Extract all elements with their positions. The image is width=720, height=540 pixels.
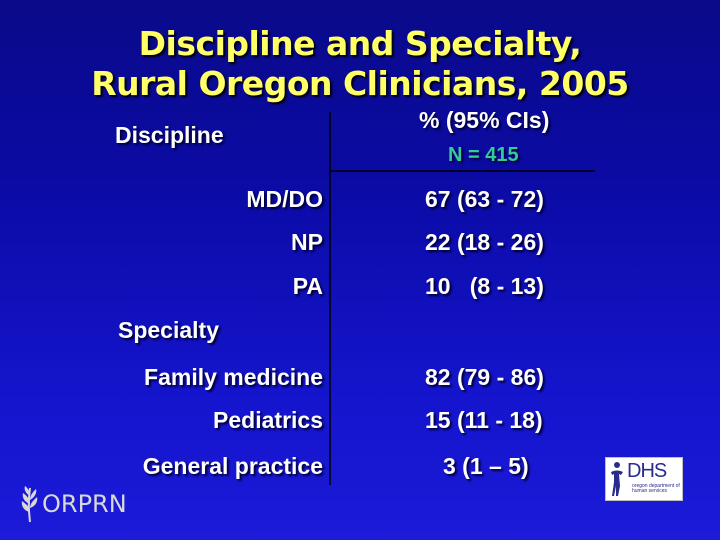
wheat-icon <box>21 486 38 523</box>
slide-title-line1: Discipline and Specialty, <box>138 24 582 63</box>
specialty-label-pediatrics: Pediatrics <box>213 407 323 433</box>
specialty-section-heading: Specialty <box>118 317 219 343</box>
slide-title-line2: Rural Oregon Clinicians, 2005 <box>91 64 629 103</box>
discipline-value-mddo: 67 (63 - 72) <box>425 186 544 212</box>
orprn-logo: ORPRN <box>20 484 132 524</box>
dhs-logo-subtext: oregon department of human services <box>632 483 680 494</box>
specialty-value-general-practice: 3 (1 – 5) <box>443 453 529 479</box>
person-figure-icon <box>611 462 623 496</box>
dhs-logo: DHS oregon department of human services <box>605 457 683 501</box>
specialty-value-family-medicine: 82 (79 - 86) <box>425 364 544 390</box>
specialty-value-pediatrics: 15 (11 - 18) <box>425 407 543 433</box>
orprn-logo-text: ORPRN <box>42 490 127 518</box>
table-vertical-divider <box>329 112 331 485</box>
dhs-logo-text: DHS <box>627 460 667 482</box>
discipline-label-pa: PA <box>292 273 323 299</box>
specialty-label-family-medicine: Family medicine <box>144 364 323 390</box>
discipline-value-np: 22 (18 - 26) <box>425 229 544 255</box>
discipline-label-np: NP <box>291 229 323 255</box>
specialty-label-general-practice: General practice <box>142 453 323 479</box>
discipline-column-header: Discipline <box>115 122 224 148</box>
sample-size-label: N = 415 <box>448 144 519 166</box>
discipline-label-mddo: MD/DO <box>246 186 323 212</box>
discipline-value-pa: 10 (8 - 13) <box>425 273 544 299</box>
percent-ci-column-header: % (95% CIs) <box>419 107 550 133</box>
table-header-divider <box>331 170 595 172</box>
